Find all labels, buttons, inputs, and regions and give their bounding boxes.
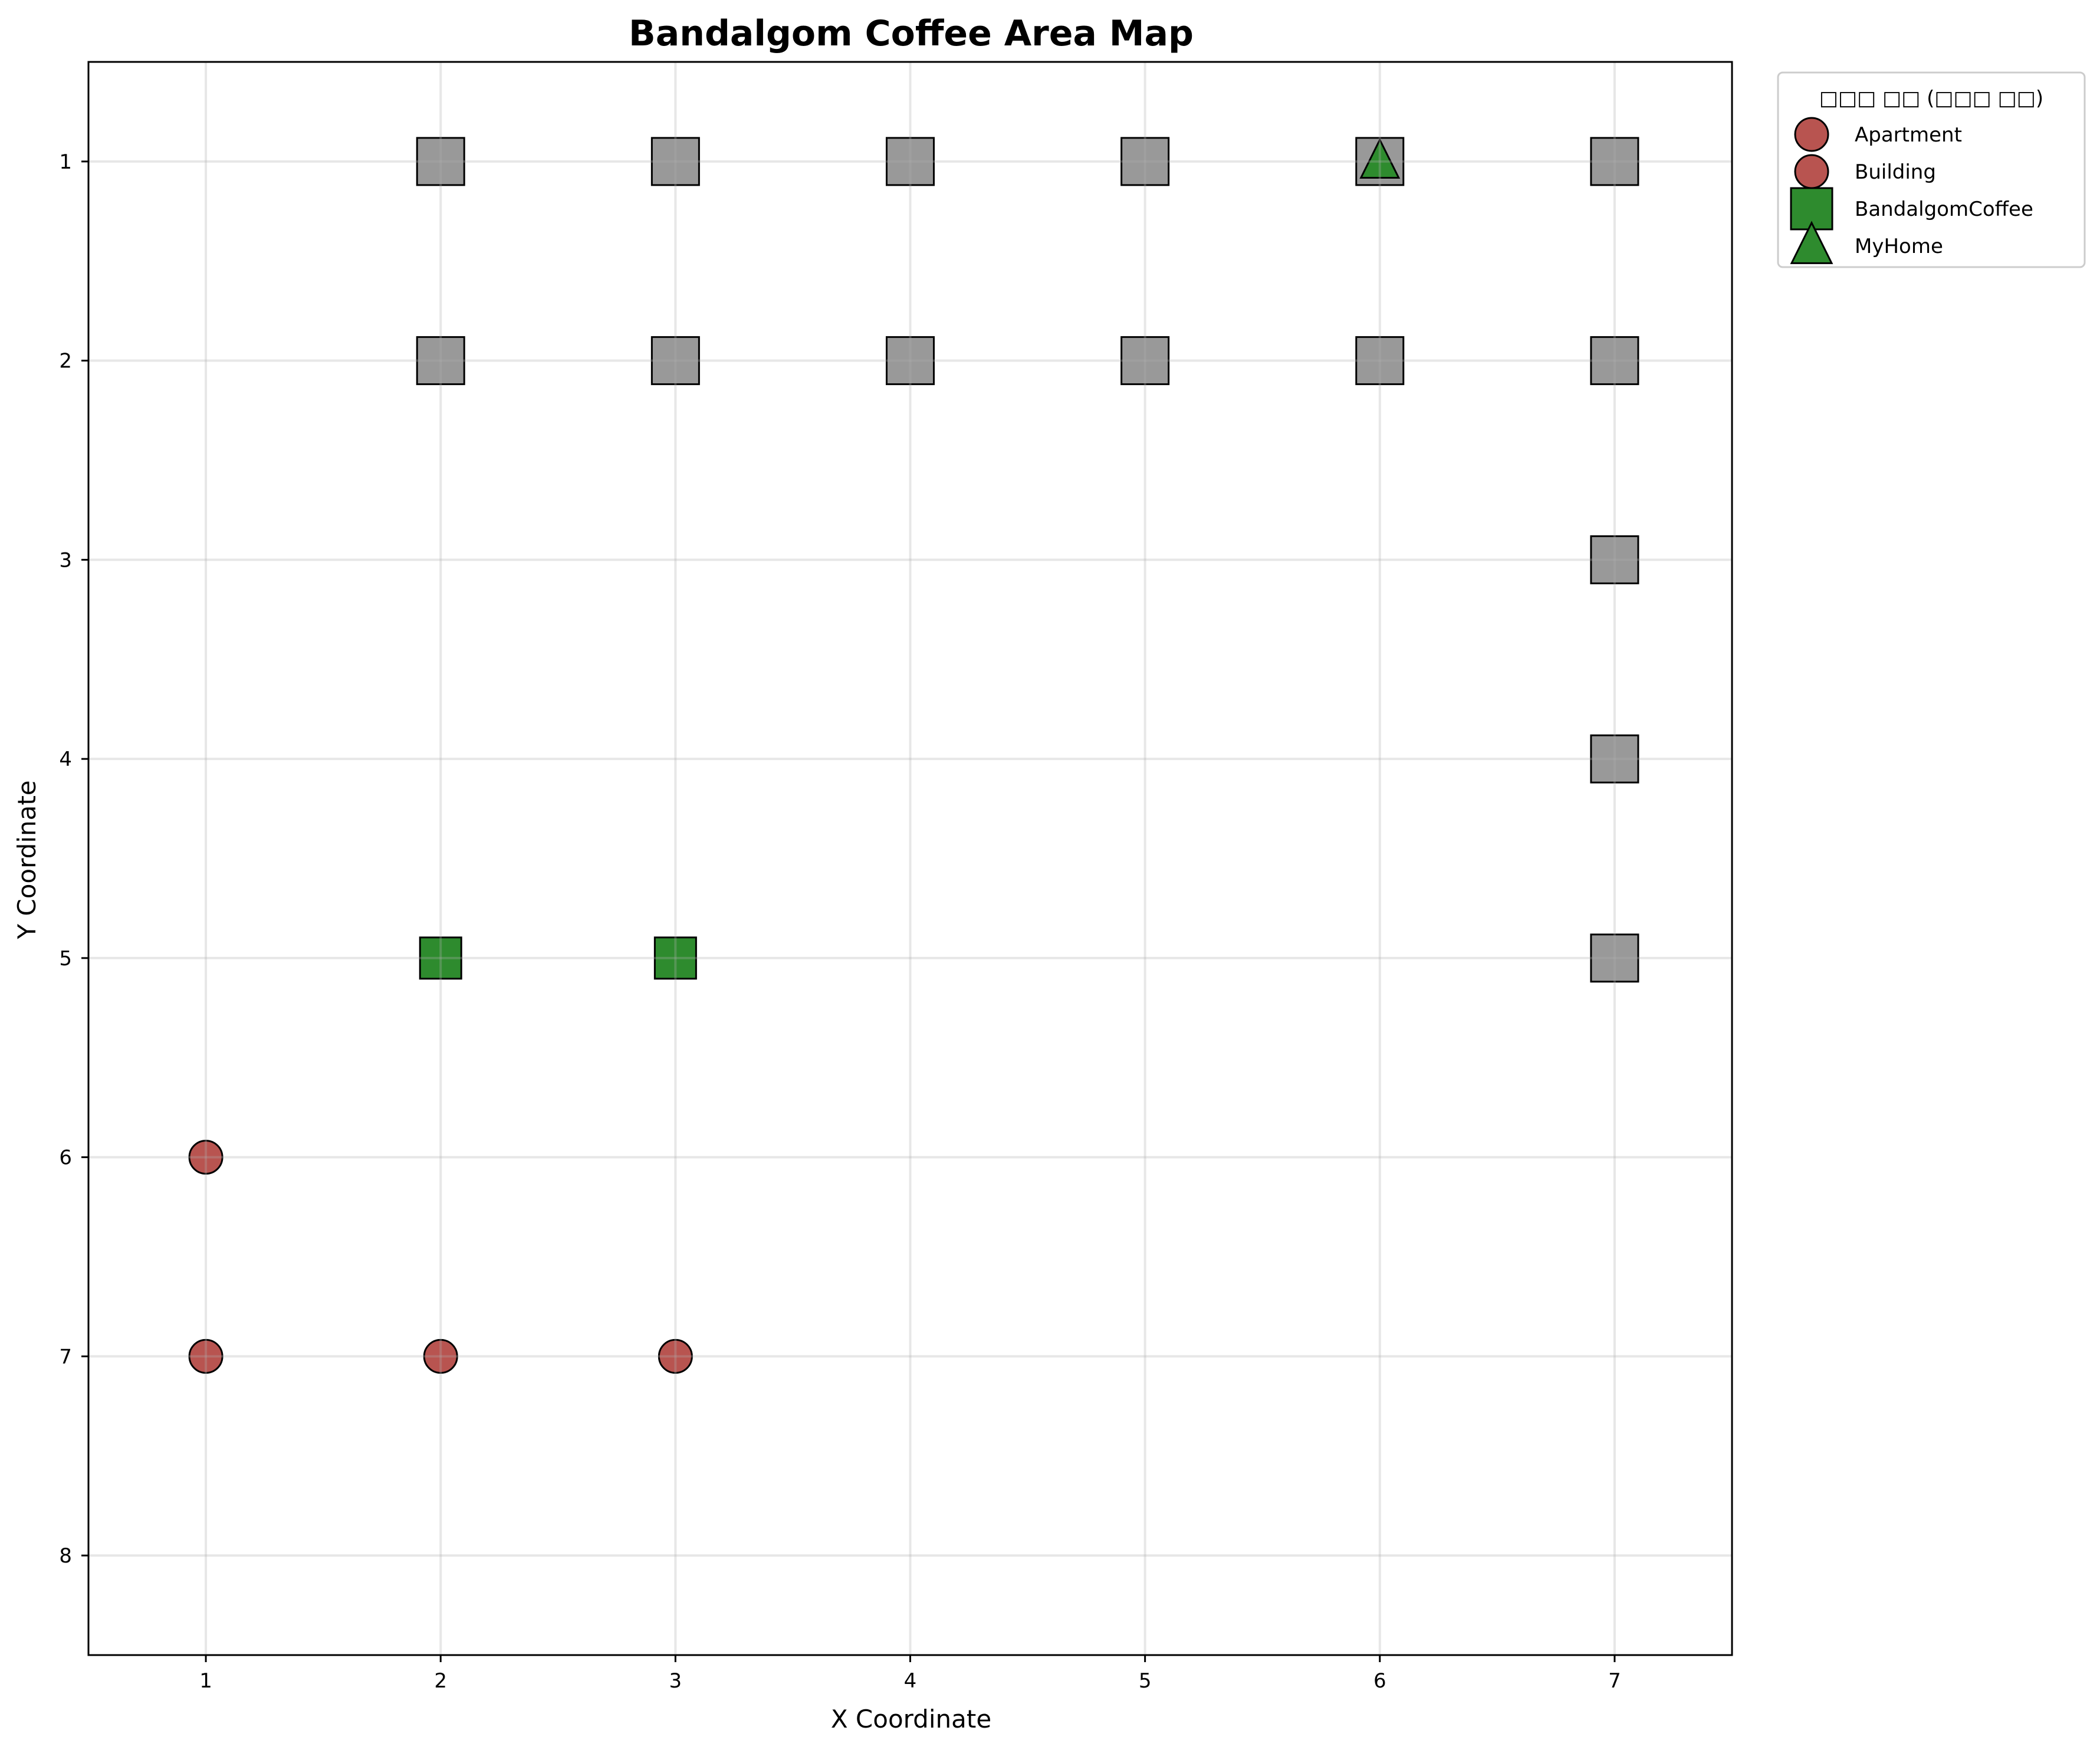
legend-bandalgomcoffee-label: BandalgomCoffee (1855, 198, 2033, 221)
legend-title: □□□ □□ (□□□ □□) (1819, 87, 2043, 110)
y-tick-label: 6 (59, 1146, 72, 1170)
legend-apartment-marker (1794, 117, 1829, 152)
chart-title: Bandalgom Coffee Area Map (629, 13, 1194, 54)
x-tick-label: 6 (1373, 1669, 1386, 1693)
building-point (1120, 336, 1170, 386)
y-axis-label: Y Coordinate (12, 780, 41, 939)
building-point (886, 137, 935, 186)
x-tick-label: 4 (904, 1669, 917, 1693)
y-tick-label: 4 (59, 748, 72, 771)
building-point (1590, 535, 1639, 584)
y-tick-label: 2 (59, 350, 72, 373)
data-points (188, 137, 1639, 1374)
x-tick-label: 7 (1608, 1669, 1621, 1693)
building-point (1590, 734, 1639, 784)
building-point (1590, 933, 1639, 983)
bandalgomcoffee-point (419, 936, 462, 980)
y-tick-label: 1 (59, 150, 72, 174)
building-point (1590, 336, 1639, 386)
building-point (1355, 336, 1405, 386)
bandalgomcoffee-point (653, 936, 697, 980)
y-tick-label: 7 (59, 1345, 72, 1369)
building-point (1120, 137, 1170, 186)
building-point (416, 336, 465, 386)
apartment-point (658, 1338, 693, 1374)
legend-frame (1777, 71, 2086, 268)
y-tick-label: 3 (59, 548, 72, 572)
x-axis-label: X Coordinate (831, 1705, 991, 1733)
x-tick-label: 2 (434, 1669, 447, 1693)
legend-myhome-marker (1790, 221, 1833, 264)
legend-apartment-label: Apartment (1855, 123, 1962, 147)
building-point (650, 336, 700, 386)
x-tick-label: 1 (199, 1669, 212, 1693)
y-tick-label: 5 (59, 947, 72, 971)
x-tick-label: 3 (669, 1669, 682, 1693)
myhome-point (1359, 137, 1401, 179)
building-point (1590, 137, 1639, 186)
axis-ticks: 1 2 3 4 5 6 7 1 2 3 4 5 6 7 8 (59, 150, 1621, 1693)
plot-area: 1 2 3 4 5 6 7 1 2 3 4 5 6 7 8 (59, 61, 1733, 1693)
building-point (650, 137, 700, 186)
legend-bandalgomcoffee-marker (1790, 187, 1833, 231)
apartment-point (188, 1338, 224, 1374)
apartment-point (188, 1140, 224, 1175)
legend-building-marker (1794, 154, 1829, 189)
y-tick-label: 8 (59, 1544, 72, 1568)
legend-myhome-label: MyHome (1855, 235, 1943, 258)
x-tick-label: 5 (1139, 1669, 1152, 1693)
legend: □□□ □□ (□□□ □□) Apartment Building Bandalg… (1777, 71, 2086, 268)
legend-building-label: Building (1855, 160, 1936, 184)
building-point (886, 336, 935, 386)
grid-lines (88, 62, 1732, 1655)
apartment-point (423, 1338, 458, 1374)
building-point (416, 137, 465, 186)
